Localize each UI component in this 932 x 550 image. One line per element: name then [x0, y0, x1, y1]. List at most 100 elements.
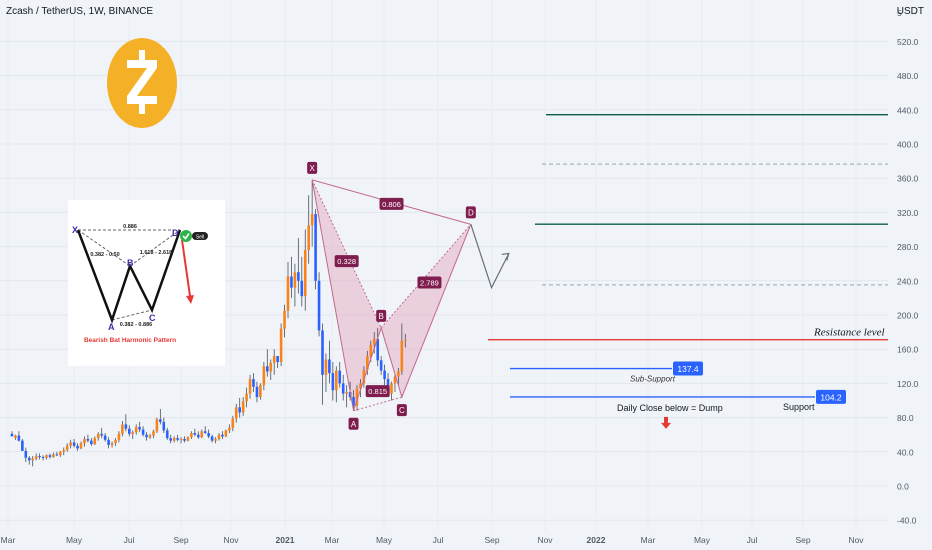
- candle: [134, 424, 138, 435]
- candle: [90, 438, 93, 446]
- candle: [341, 374, 345, 401]
- candle: [27, 456, 31, 465]
- inset-arrow-icon: [181, 239, 191, 297]
- point-label-c: C: [399, 406, 405, 415]
- candle: [328, 340, 331, 384]
- candle: [393, 374, 397, 392]
- candle: [14, 434, 17, 440]
- pattern-labels: X A B C D 0.806 0.328 2.789 0.815: [307, 161, 476, 430]
- candle: [96, 432, 100, 441]
- annotations: Resistance level Sub-Support Support Daily …: [617, 327, 885, 429]
- x-tick-label: Sep: [173, 535, 188, 545]
- candle: [362, 366, 366, 388]
- candle: [383, 364, 386, 386]
- candle: [186, 436, 190, 442]
- y-tick-label: 0.0: [897, 482, 909, 492]
- candle: [390, 381, 393, 401]
- support-value: 104.2: [820, 392, 842, 402]
- ratio-label: 0.815: [368, 387, 387, 396]
- candle: [79, 441, 83, 450]
- x-tick-label: 2021: [276, 535, 295, 545]
- inset-label-a: A: [108, 322, 115, 332]
- candle: [224, 429, 228, 438]
- price-axis: 520.0 480.0 440.0 400.0 360.0 320.0 280.0 240.0…: [888, 0, 932, 550]
- candle: [169, 434, 172, 444]
- candle: [62, 447, 66, 456]
- candle: [238, 397, 241, 418]
- y-tick-label: 280.0: [897, 242, 919, 252]
- candle: [103, 432, 107, 442]
- candle: [200, 429, 204, 439]
- candle: [69, 439, 72, 449]
- support-badge: [816, 389, 846, 404]
- y-tick-label: 440.0: [897, 105, 919, 115]
- candle: [34, 453, 38, 461]
- candle: [10, 431, 14, 437]
- ratio-label: 2.789: [420, 279, 439, 288]
- candle: [245, 387, 248, 408]
- x-tick-label: Jul: [747, 535, 758, 545]
- sell-badge: Sell: [196, 235, 204, 241]
- candle: [155, 417, 159, 433]
- zcash-logo-icon: [107, 38, 177, 128]
- y-tick-label: 40.0: [897, 447, 914, 457]
- candle: [359, 379, 362, 398]
- inset-label-x: X: [72, 225, 78, 235]
- candle: [397, 368, 400, 386]
- candle: [131, 430, 135, 439]
- candle: [307, 195, 310, 264]
- candle: [76, 443, 79, 451]
- inset-ratio-ac: 0.382 - 0.886: [120, 322, 152, 328]
- y-tick-label: 240.0: [897, 276, 919, 286]
- candle: [179, 437, 183, 444]
- ratio-label: 0.806: [382, 200, 401, 209]
- y-tick-label: 400.0: [897, 140, 919, 150]
- y-tick-label: 120.0: [897, 379, 919, 389]
- bat-pattern-line: [76, 229, 182, 324]
- candle: [41, 455, 45, 461]
- bd-line: [380, 224, 472, 329]
- candle: [310, 179, 314, 247]
- inset-title: Bearish Bat Harmonic Pattern: [84, 337, 176, 344]
- x-tick-label: Nov: [848, 535, 864, 545]
- sub-support-value: 137.4: [677, 364, 699, 374]
- candle: [297, 238, 300, 294]
- candle: [314, 208, 317, 290]
- y-tick-label: 360.0: [897, 174, 919, 184]
- candle: [17, 431, 21, 442]
- projection-path: [470, 224, 510, 290]
- y-tick-label: 480.0: [897, 71, 919, 81]
- resistance-label: Resistance level: [813, 327, 885, 339]
- candle: [197, 431, 200, 439]
- candle: [355, 385, 359, 411]
- support-label: Support: [783, 402, 815, 412]
- x-tick-label: Jul: [433, 535, 444, 545]
- xab-triangle: [312, 179, 382, 411]
- candle: [183, 436, 186, 443]
- candle: [293, 263, 297, 307]
- candle: [214, 437, 217, 444]
- y-tick-label: -40.0: [897, 516, 917, 526]
- candle: [190, 431, 193, 439]
- x-tick-label: Nov: [223, 535, 239, 545]
- candle: [376, 327, 379, 367]
- ratio-badge: [417, 276, 442, 289]
- time-axis-bg[interactable]: [0, 531, 932, 550]
- candle: [228, 424, 231, 433]
- candle: [259, 383, 262, 400]
- price-axis-bg[interactable]: [888, 0, 932, 550]
- candle: [138, 421, 141, 433]
- candle: [379, 356, 383, 375]
- candle: [321, 323, 324, 405]
- candle: [165, 427, 169, 440]
- check-icon: [180, 230, 192, 242]
- candle: [303, 229, 307, 311]
- candle: [300, 256, 304, 307]
- candle: [45, 454, 48, 460]
- candles: [10, 179, 407, 467]
- point-badge-a: [348, 417, 359, 430]
- y-tick-label: 520.0: [897, 37, 919, 47]
- candle: [279, 323, 283, 367]
- x-tick-label: May: [376, 535, 393, 545]
- y-tick-label: 80.0: [897, 413, 914, 423]
